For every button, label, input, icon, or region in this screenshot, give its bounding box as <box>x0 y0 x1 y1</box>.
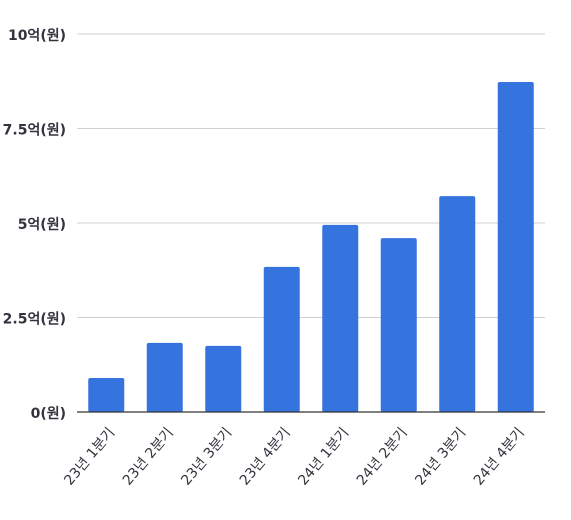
x-tick-label: 24년 2분기 <box>354 425 411 489</box>
bar <box>88 377 125 412</box>
bar <box>146 342 183 412</box>
y-tick-label: 0(원) <box>31 406 66 422</box>
x-tick-label: 23년 4분기 <box>237 425 294 489</box>
bar <box>205 345 242 412</box>
bar <box>380 238 417 412</box>
y-tick-label: 10억(원) <box>8 28 66 44</box>
x-tick-label: 23년 1분기 <box>61 425 118 489</box>
x-tick-label: 24년 1분기 <box>295 425 352 489</box>
x-tick-label: 24년 4분기 <box>471 425 528 489</box>
y-tick-label: 2.5억(원) <box>3 312 66 328</box>
bar <box>497 82 534 413</box>
bar <box>263 266 300 412</box>
x-tick-label: 23년 2분기 <box>120 425 177 489</box>
x-tick-label: 24년 3분기 <box>412 425 469 489</box>
bar <box>322 224 359 412</box>
y-tick-label: 5억(원) <box>18 217 66 233</box>
bar <box>439 196 476 412</box>
y-tick-label: 7.5억(원) <box>3 123 66 139</box>
x-tick-label: 23년 3분기 <box>178 425 235 489</box>
